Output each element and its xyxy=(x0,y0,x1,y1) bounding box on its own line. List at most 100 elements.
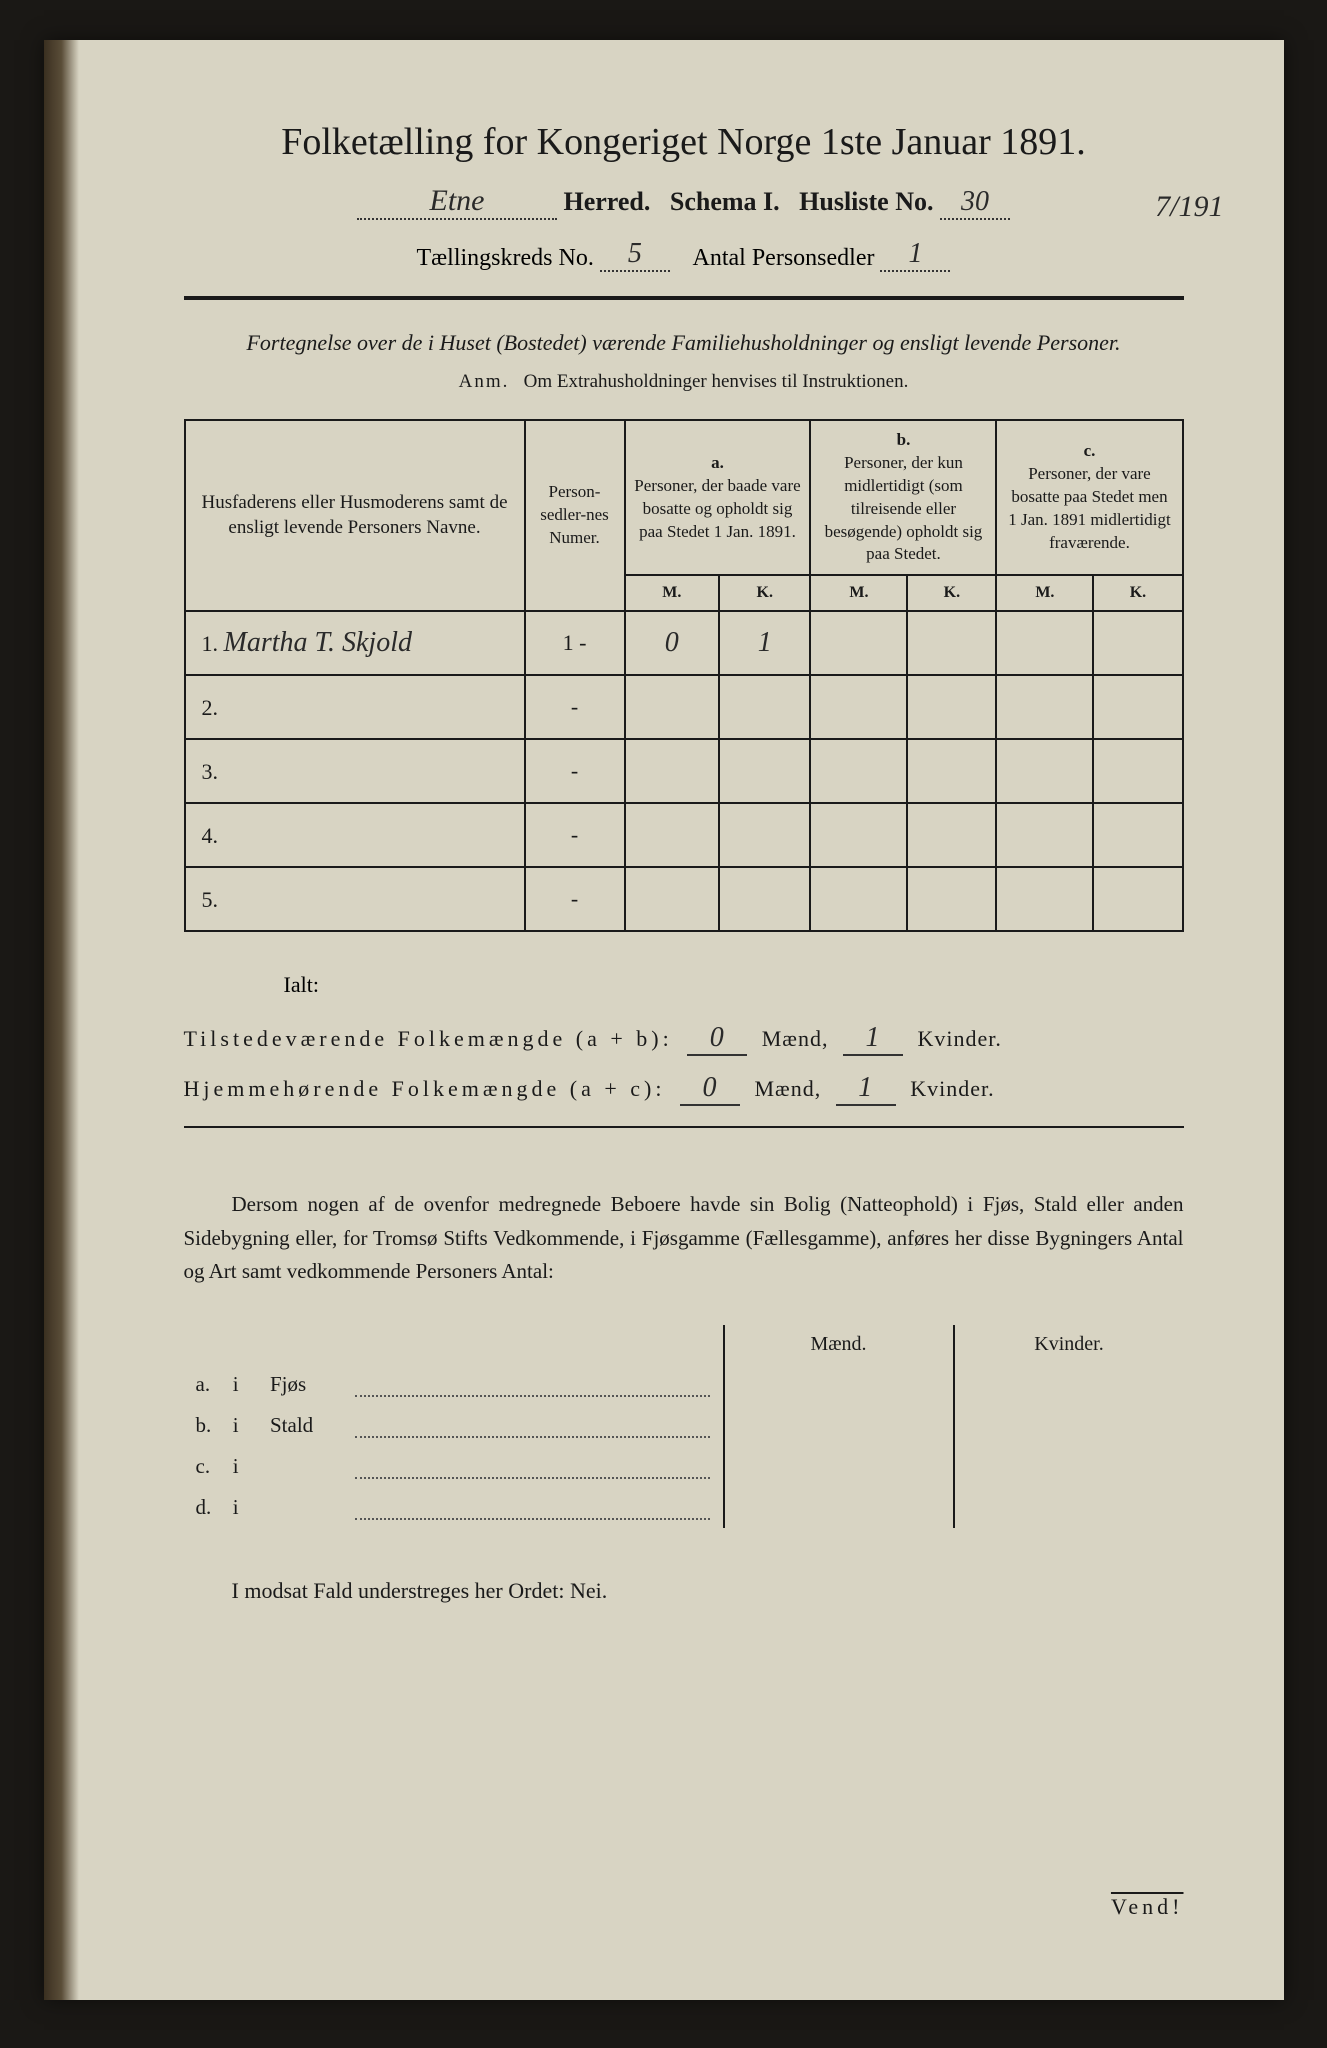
row-b-k xyxy=(907,867,996,931)
building-row: d. i xyxy=(184,1487,1184,1528)
row-a-m xyxy=(625,739,720,803)
col-c-m: M. xyxy=(996,575,1093,611)
col-c-label: c. xyxy=(1084,441,1096,460)
row-sedler: - xyxy=(525,739,625,803)
annotation-prefix: Anm. xyxy=(459,371,510,392)
col-a-m: M. xyxy=(625,575,720,611)
col-b-label: b. xyxy=(897,430,911,449)
row-a-k xyxy=(719,867,810,931)
antal-label: Antal Personsedler xyxy=(693,245,875,271)
main-data-table: Husfaderens eller Husmoderens samt de en… xyxy=(184,419,1184,932)
col-a-label: a. xyxy=(711,453,724,472)
vend-label: Vend! xyxy=(1111,1894,1184,1920)
row-c-k xyxy=(1093,803,1182,867)
col-header-numer: Person-sedler-nes Numer. xyxy=(525,420,625,611)
row-sedler: 1 - xyxy=(525,611,625,675)
row-b-k xyxy=(907,739,996,803)
building-kvinder-header: Kvinder. xyxy=(954,1325,1184,1364)
col-b-m: M. xyxy=(810,575,907,611)
row-b-k xyxy=(907,803,996,867)
kvinder-label: Kvinder. xyxy=(917,1026,1001,1051)
kreds-label: Tællingskreds No. xyxy=(417,245,594,271)
summary-line-1: Tilstedeværende Folkemængde (a + b): 0 M… xyxy=(184,1022,1184,1056)
col-header-b: b. Personer, der kun midlertidigt (som t… xyxy=(810,420,996,576)
table-row: 2. - xyxy=(185,675,1183,739)
row-c-k xyxy=(1093,675,1182,739)
row-a-m xyxy=(625,803,720,867)
building-row-k xyxy=(954,1364,1184,1405)
kvinder-label-2: Kvinder. xyxy=(910,1076,994,1101)
row-b-k xyxy=(907,611,996,675)
row-a-k xyxy=(719,803,810,867)
maend-label-2: Mænd, xyxy=(754,1076,821,1101)
row-name-cell: 3. xyxy=(185,739,525,803)
summary-line-2: Hjemmehørende Folkemængde (a + c): 0 Mæn… xyxy=(184,1072,1184,1106)
row-c-m xyxy=(996,867,1093,931)
antal-value: 1 xyxy=(880,238,950,272)
annotation-body: Om Extrahusholdninger henvises til Instr… xyxy=(524,371,909,392)
row-a-m xyxy=(625,867,720,931)
annotation-text: Anm. Om Extrahusholdninger henvises til … xyxy=(184,371,1184,393)
col-header-a: a. Personer, der baade vare bosatte og o… xyxy=(625,420,811,576)
row-sedler: - xyxy=(525,675,625,739)
row-name-cell: 2. xyxy=(185,675,525,739)
row-a-m xyxy=(625,675,720,739)
col-b-text: Personer, der kun midlertidigt (som tilr… xyxy=(825,453,983,564)
schema-label: Schema I. xyxy=(670,187,780,216)
col-c-text: Personer, der vare bosatte paa Stedet me… xyxy=(1008,464,1170,552)
row-b-k xyxy=(907,675,996,739)
divider xyxy=(184,296,1184,300)
building-row-k xyxy=(954,1405,1184,1446)
col-c-k: K. xyxy=(1093,575,1182,611)
building-row-m xyxy=(724,1405,954,1446)
row-b-m xyxy=(810,675,907,739)
row-a-k xyxy=(719,739,810,803)
building-paragraph: Dersom nogen af de ovenfor medregnede Be… xyxy=(184,1188,1184,1289)
row-c-k xyxy=(1093,867,1182,931)
building-table: Mænd. Kvinder. a. i Fjøs b. i Stald c. i xyxy=(184,1325,1184,1528)
building-row-k xyxy=(954,1446,1184,1487)
row-a-k xyxy=(719,675,810,739)
row-name-cell: 4. xyxy=(185,803,525,867)
building-row: a. i Fjøs xyxy=(184,1364,1184,1405)
kreds-no: 5 xyxy=(600,238,670,272)
col-b-k: K. xyxy=(907,575,996,611)
summary-2-label: Hjemmehørende Folkemængde (a + c): xyxy=(184,1076,666,1101)
table-row: 5. - xyxy=(185,867,1183,931)
row-sedler: - xyxy=(525,803,625,867)
row-c-m xyxy=(996,739,1093,803)
ialt-label: Ialt: xyxy=(284,972,1184,998)
husliste-label: Husliste No. xyxy=(799,187,933,216)
building-row-label: d. i xyxy=(184,1487,724,1528)
census-form-page: 7/191 Folketælling for Kongeriget Norge … xyxy=(44,40,1284,2000)
building-row-m xyxy=(724,1487,954,1528)
row-b-m xyxy=(810,803,907,867)
header-line-2: Tællingskreds No. 5 Antal Personsedler 1 xyxy=(184,238,1184,272)
building-row-m xyxy=(724,1364,954,1405)
building-row: b. i Stald xyxy=(184,1405,1184,1446)
building-row-label: c. i xyxy=(184,1446,724,1487)
row-c-m xyxy=(996,611,1093,675)
row-c-k xyxy=(1093,739,1182,803)
building-row: c. i xyxy=(184,1446,1184,1487)
row-c-m xyxy=(996,675,1093,739)
table-row: 1. Martha T. Skjold 1 - 0 1 xyxy=(185,611,1183,675)
row-name-cell: 1. Martha T. Skjold xyxy=(185,611,525,675)
margin-note: 7/191 xyxy=(1155,190,1223,224)
row-a-k: 1 xyxy=(719,611,810,675)
row-c-k xyxy=(1093,611,1182,675)
maend-label: Mænd, xyxy=(762,1026,829,1051)
divider-2 xyxy=(184,1126,1184,1128)
header-line-1: Etne Herred. Schema I. Husliste No. 30 xyxy=(184,184,1184,220)
col-header-names: Husfaderens eller Husmoderens samt de en… xyxy=(185,420,525,611)
summary-2-k: 1 xyxy=(836,1072,896,1106)
building-row-m xyxy=(724,1446,954,1487)
final-line: I modsat Fald understreges her Ordet: Ne… xyxy=(232,1578,1184,1604)
row-b-m xyxy=(810,867,907,931)
summary-1-k: 1 xyxy=(843,1022,903,1056)
col-a-k: K. xyxy=(719,575,810,611)
summary-1-label: Tilstedeværende Folkemængde (a + b): xyxy=(184,1026,673,1051)
description-text: Fortegnelse over de i Huset (Bostedet) v… xyxy=(184,328,1184,359)
summary-2-m: 0 xyxy=(680,1072,740,1106)
summary-1-m: 0 xyxy=(687,1022,747,1056)
